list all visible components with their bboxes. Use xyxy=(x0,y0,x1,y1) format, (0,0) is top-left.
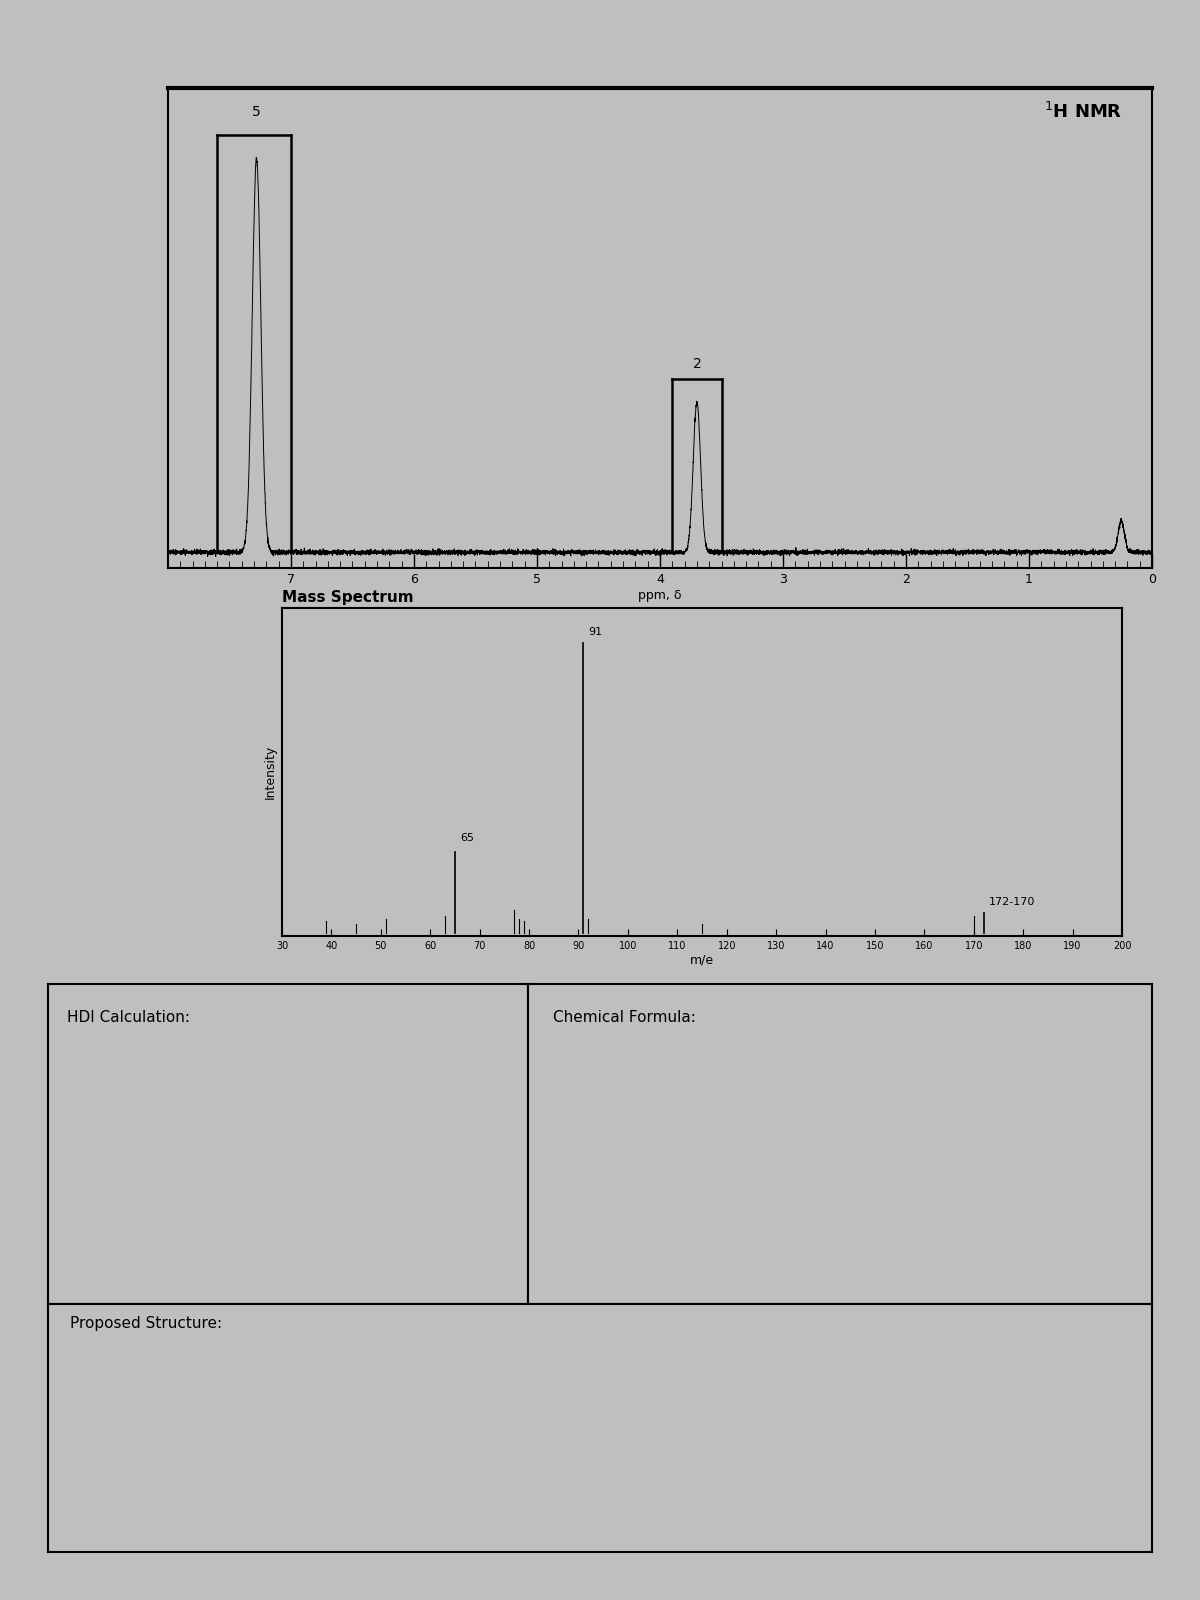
Text: Mass Spectrum: Mass Spectrum xyxy=(282,590,414,605)
Text: HDI Calculation:: HDI Calculation: xyxy=(67,1010,190,1024)
Text: 5: 5 xyxy=(252,106,260,120)
Text: 65: 65 xyxy=(460,834,474,843)
Y-axis label: Intensity: Intensity xyxy=(264,746,276,798)
Text: Proposed Structure:: Proposed Structure: xyxy=(70,1317,222,1331)
Text: 91: 91 xyxy=(588,627,602,637)
Text: 2: 2 xyxy=(692,357,701,371)
Text: 172-170: 172-170 xyxy=(989,898,1034,907)
X-axis label: m/e: m/e xyxy=(690,954,714,966)
Text: $^{1}$H NMR: $^{1}$H NMR xyxy=(1044,102,1122,123)
X-axis label: ppm, δ: ppm, δ xyxy=(638,589,682,602)
Text: Chemical Formula:: Chemical Formula: xyxy=(553,1010,696,1024)
